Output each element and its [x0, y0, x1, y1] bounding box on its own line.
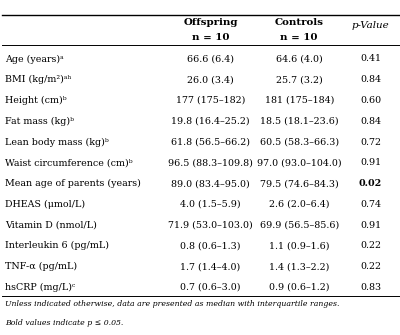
Text: 66.6 (6.4): 66.6 (6.4): [187, 55, 234, 63]
Text: n = 10: n = 10: [280, 33, 318, 42]
Text: 181 (175–184): 181 (175–184): [264, 96, 334, 105]
Text: n = 10: n = 10: [192, 33, 229, 42]
Text: 0.8 (0.6–1.3): 0.8 (0.6–1.3): [180, 242, 241, 250]
Text: 64.6 (4.0): 64.6 (4.0): [276, 55, 322, 63]
Text: Height (cm)ᵇ: Height (cm)ᵇ: [5, 96, 67, 105]
Text: 0.60: 0.60: [360, 96, 381, 105]
Text: Fat mass (kg)ᵇ: Fat mass (kg)ᵇ: [5, 117, 74, 126]
Text: 2.6 (2.0–6.4): 2.6 (2.0–6.4): [269, 200, 330, 209]
Text: Unless indicated otherwise, data are presented as median with interquartile rang: Unless indicated otherwise, data are pre…: [5, 300, 340, 308]
Text: 0.91: 0.91: [360, 158, 381, 167]
Text: 96.5 (88.3–109.8): 96.5 (88.3–109.8): [168, 158, 253, 167]
Text: 0.22: 0.22: [360, 262, 381, 271]
Text: 97.0 (93.0–104.0): 97.0 (93.0–104.0): [257, 158, 342, 167]
Text: 0.91: 0.91: [360, 221, 381, 229]
Text: 18.5 (18.1–23.6): 18.5 (18.1–23.6): [260, 117, 338, 126]
Text: 0.83: 0.83: [360, 283, 381, 292]
Text: Bold values indicate p ≤ 0.05.: Bold values indicate p ≤ 0.05.: [5, 319, 124, 327]
Text: 0.7 (0.6–3.0): 0.7 (0.6–3.0): [180, 283, 241, 292]
Text: 0.41: 0.41: [360, 55, 381, 63]
Text: Waist circumference (cm)ᵇ: Waist circumference (cm)ᵇ: [5, 158, 133, 167]
Text: 61.8 (56.5–66.2): 61.8 (56.5–66.2): [171, 138, 250, 146]
Text: 60.5 (58.3–66.3): 60.5 (58.3–66.3): [260, 138, 339, 146]
Text: 89.0 (83.4–95.0): 89.0 (83.4–95.0): [171, 179, 250, 188]
Text: 0.84: 0.84: [360, 75, 381, 84]
Text: 1.4 (1.3–2.2): 1.4 (1.3–2.2): [269, 262, 329, 271]
Text: 0.72: 0.72: [360, 138, 381, 146]
Text: 0.22: 0.22: [360, 242, 381, 250]
Text: Controls: Controls: [275, 18, 324, 27]
Text: BMI (kg/m²)ᵃʰ: BMI (kg/m²)ᵃʰ: [5, 75, 72, 84]
Text: 1.1 (0.9–1.6): 1.1 (0.9–1.6): [269, 242, 330, 250]
Text: 19.8 (16.4–25.2): 19.8 (16.4–25.2): [171, 117, 250, 126]
Text: 69.9 (56.5–85.6): 69.9 (56.5–85.6): [260, 221, 339, 229]
Text: Vitamin D (nmol/L): Vitamin D (nmol/L): [5, 221, 97, 229]
Text: 0.74: 0.74: [360, 200, 381, 209]
Text: 0.9 (0.6–1.2): 0.9 (0.6–1.2): [269, 283, 330, 292]
Text: p-Value: p-Value: [352, 21, 390, 29]
Text: Lean body mass (kg)ᵇ: Lean body mass (kg)ᵇ: [5, 137, 109, 147]
Text: 0.84: 0.84: [360, 117, 381, 126]
Text: 26.0 (3.4): 26.0 (3.4): [187, 75, 234, 84]
Text: 25.7 (3.2): 25.7 (3.2): [276, 75, 322, 84]
Text: 4.0 (1.5–5.9): 4.0 (1.5–5.9): [180, 200, 241, 209]
Text: hsCRP (mg/L)ᶜ: hsCRP (mg/L)ᶜ: [5, 283, 76, 292]
Text: Mean age of parents (years): Mean age of parents (years): [5, 179, 141, 188]
Text: 1.7 (1.4–4.0): 1.7 (1.4–4.0): [180, 262, 241, 271]
Text: TNF-α (pg/mL): TNF-α (pg/mL): [5, 262, 77, 271]
Text: Offspring: Offspring: [183, 18, 238, 27]
Text: 0.02: 0.02: [359, 179, 382, 188]
Text: 79.5 (74.6–84.3): 79.5 (74.6–84.3): [260, 179, 338, 188]
Text: 177 (175–182): 177 (175–182): [176, 96, 245, 105]
Text: 71.9 (53.0–103.0): 71.9 (53.0–103.0): [168, 221, 253, 229]
Text: Age (years)ᵃ: Age (years)ᵃ: [5, 54, 64, 64]
Text: Interleukin 6 (pg/mL): Interleukin 6 (pg/mL): [5, 241, 109, 251]
Text: DHEAS (μmol/L): DHEAS (μmol/L): [5, 200, 85, 209]
